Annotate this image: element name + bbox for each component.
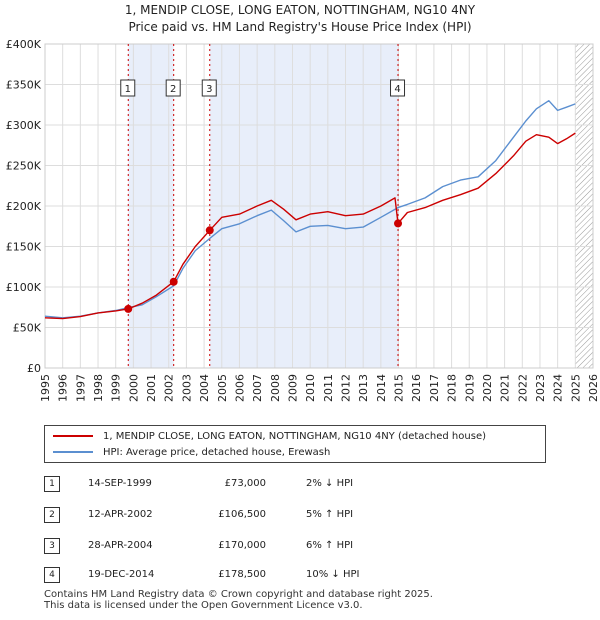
sale-number-box	[120, 79, 136, 97]
x-tick-label: 2013	[357, 374, 370, 402]
y-tick-label: £150K	[6, 241, 42, 254]
footer-licence: This data is licensed under the Open Gov…	[44, 600, 363, 611]
x-tick-label: 2021	[499, 374, 512, 402]
legend-item-property: 1, MENDIP CLOSE, LONG EATON, NOTTINGHAM,…	[53, 429, 486, 443]
x-tick-label: 2023	[534, 374, 547, 402]
sale-point	[205, 226, 214, 235]
table-row: 2 12-APR-2002 £106,500 5% ↑ HPI	[44, 507, 564, 523]
sale-hpi-diff: 6% ↑ HPI	[306, 540, 354, 551]
series-line	[44, 132, 576, 320]
x-tick-label: 2007	[251, 374, 264, 402]
series-line	[44, 100, 576, 319]
table-row: 4 19-DEC-2014 £178,500 10% ↓ HPI	[44, 567, 564, 583]
x-tick-label: 2014	[375, 374, 388, 402]
legend-swatch-hpi	[53, 451, 93, 453]
x-tick-label: 1996	[57, 374, 70, 402]
x-tick-label: 2025	[569, 374, 582, 402]
sale-hpi-diff: 5% ↑ HPI	[306, 509, 354, 520]
sale-date: 14-SEP-1999	[88, 478, 152, 489]
sale-hpi-diff: 2% ↓ HPI	[306, 478, 354, 489]
x-tick-label: 2016	[410, 374, 423, 402]
x-tick-label: 2010	[304, 374, 317, 402]
x-tick-label: 2024	[552, 374, 565, 402]
sale-date: 19-DEC-2014	[88, 569, 155, 580]
sale-number-box	[165, 79, 181, 97]
x-tick-label: 2008	[269, 374, 282, 402]
sale-number-label: 4	[394, 84, 400, 95]
table-row: 3 28-APR-2004 £170,000 6% ↑ HPI	[44, 538, 564, 554]
chart-legend: 1, MENDIP CLOSE, LONG EATON, NOTTINGHAM,…	[44, 425, 546, 463]
x-tick-label: 1999	[110, 374, 123, 402]
y-tick-label: £200K	[6, 200, 42, 213]
x-tick-label: 2018	[446, 374, 459, 402]
sale-number-badge: 3	[44, 538, 60, 554]
legend-label-hpi: HPI: Average price, detached house, Erew…	[103, 446, 331, 458]
sale-point	[124, 304, 133, 313]
sale-price: £170,000	[218, 540, 266, 551]
sale-hpi-diff: 10% ↓ HPI	[306, 569, 360, 580]
x-tick-label: 2006	[233, 374, 246, 402]
sale-number-box	[201, 79, 217, 97]
y-tick-label: £250K	[6, 160, 42, 173]
x-tick-label: 2017	[428, 374, 441, 402]
x-tick-label: 2002	[163, 374, 176, 402]
price-chart: £0 £50K £100K £150K £200K £250K £300K £350K £400…	[6, 38, 600, 402]
legend-label-property: 1, MENDIP CLOSE, LONG EATON, NOTTINGHAM,…	[103, 430, 486, 442]
sale-price: £178,500	[218, 569, 266, 580]
x-tick-label: 2015	[393, 374, 406, 402]
x-tick-label: 2001	[145, 374, 158, 402]
x-tick-label: 2005	[216, 374, 229, 402]
x-tick-label: 2011	[322, 374, 335, 402]
sale-number-label: 2	[170, 84, 176, 95]
y-tick-label: £300K	[6, 119, 42, 132]
sale-price: £106,500	[218, 509, 266, 520]
sale-number-badge: 2	[44, 507, 60, 523]
sale-date: 12-APR-2002	[88, 509, 153, 520]
x-tick-label: 2009	[286, 374, 299, 402]
chart-subtitle: Price paid vs. HM Land Registry's House …	[128, 20, 472, 34]
table-row: 1 14-SEP-1999 £73,000 2% ↓ HPI	[44, 476, 564, 492]
x-tick-label: 2019	[463, 374, 476, 402]
sale-point	[169, 277, 178, 286]
x-tick-label: 1995	[39, 374, 52, 402]
x-tick-label: 2000	[127, 374, 140, 402]
sale-number-badge: 4	[44, 567, 60, 583]
x-tick-label: 2003	[180, 374, 193, 402]
x-tick-label: 2004	[198, 374, 211, 402]
sale-number-label: 1	[125, 84, 131, 95]
sale-number-label: 3	[206, 84, 212, 95]
legend-swatch-property	[53, 435, 93, 437]
x-tick-label: 1998	[92, 374, 105, 402]
x-tick-label: 2026	[587, 374, 600, 402]
sale-date: 28-APR-2004	[88, 540, 153, 551]
sale-point	[394, 219, 403, 228]
plot-border	[44, 43, 594, 369]
y-tick-label: £100K	[6, 281, 42, 294]
chart-title: 1, MENDIP CLOSE, LONG EATON, NOTTINGHAM,…	[124, 3, 476, 17]
x-tick-label: 2022	[516, 374, 529, 402]
y-tick-label: £350K	[6, 79, 42, 92]
sale-number-badge: 1	[44, 476, 60, 492]
x-tick-label: 1997	[74, 374, 87, 402]
footer: Contains HM Land Registry data © Crown c…	[44, 589, 433, 611]
sale-number-box	[390, 79, 406, 97]
x-tick-label: 2020	[481, 374, 494, 402]
legend-item-hpi: HPI: Average price, detached house, Erew…	[53, 445, 330, 459]
sale-price: £73,000	[224, 478, 266, 489]
y-tick-label: £50K	[13, 322, 42, 335]
footer-copyright: Contains HM Land Registry data © Crown c…	[44, 589, 433, 600]
y-tick-label: £400K	[6, 38, 42, 51]
x-tick-label: 2012	[340, 374, 353, 402]
y-tick-label: £0	[27, 362, 41, 375]
